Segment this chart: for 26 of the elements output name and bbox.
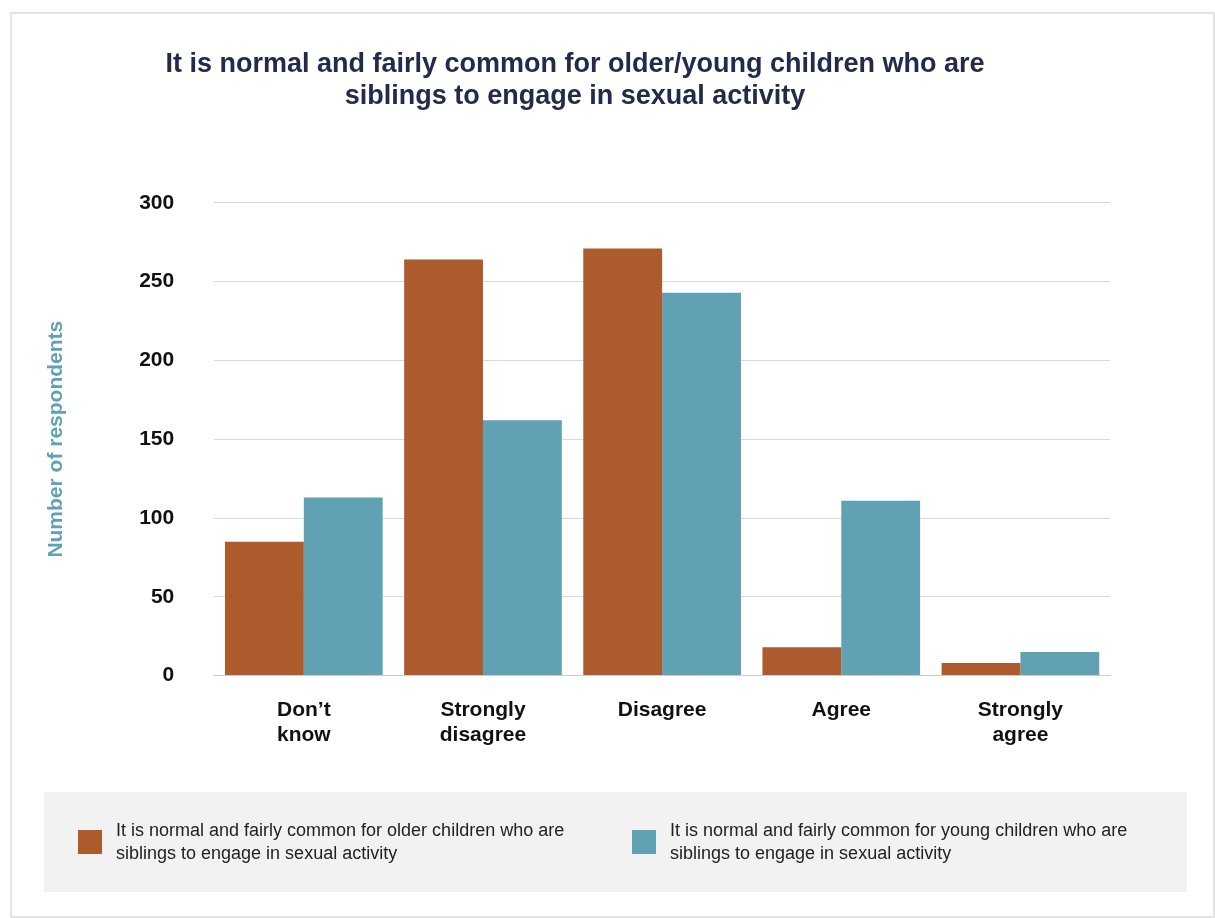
y-tick-label: 50 bbox=[150, 583, 175, 607]
x-tick-label: Don’t know bbox=[276, 697, 332, 746]
chart-title: It is normal and fairly common for older/young children who are siblings to engage in sexual activity bbox=[165, 47, 985, 111]
y-tick-label: 200 bbox=[139, 347, 175, 371]
x-tick-label: Agree bbox=[811, 697, 872, 720]
bar bbox=[941, 662, 1021, 676]
bar bbox=[303, 497, 383, 676]
bar bbox=[662, 292, 741, 676]
y-tick-label: 150 bbox=[139, 426, 175, 449]
bar bbox=[841, 500, 921, 676]
bar bbox=[224, 541, 304, 676]
y-tick-label: 100 bbox=[139, 504, 175, 528]
y-tick-label: 300 bbox=[139, 189, 175, 213]
y-axis-title: Number of respondents bbox=[43, 320, 67, 558]
x-tick-label: Disagree bbox=[617, 697, 707, 720]
x-tick-label: Strongly agree bbox=[977, 697, 1064, 746]
bar bbox=[583, 248, 663, 676]
bar bbox=[404, 259, 483, 676]
y-tick-label: 0 bbox=[162, 662, 175, 686]
bar bbox=[762, 647, 842, 676]
y-tick-label: 250 bbox=[139, 268, 175, 292]
legend-label: It is normal and fairly common for older children who are siblings to engage in sexual activity bbox=[116, 819, 566, 865]
bar bbox=[1020, 651, 1100, 676]
x-tick-label: Strongly disagree bbox=[439, 697, 527, 746]
bar bbox=[482, 420, 562, 676]
legend-label: It is normal and fairly common for young children who are siblings to engage in sexual activity bbox=[670, 819, 1129, 865]
